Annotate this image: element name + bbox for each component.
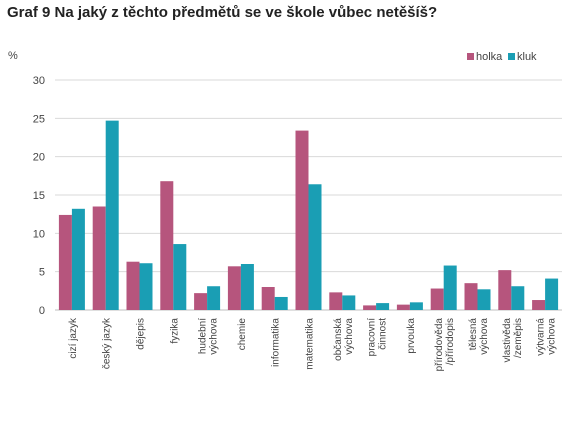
bar-holka xyxy=(92,206,106,310)
x-tick-label-line: fyzika xyxy=(169,318,180,344)
chart-title: Graf 9 Na jaký z těchto předmětů se ve š… xyxy=(7,4,438,21)
legend: holka kluk xyxy=(467,51,537,63)
y-axis-label: % xyxy=(8,50,18,62)
bar-kluk xyxy=(376,303,390,310)
legend-label-holka: holka xyxy=(476,51,503,63)
bar-holka xyxy=(532,300,546,310)
bar-kluk xyxy=(105,120,119,310)
x-tick-label: informatika xyxy=(271,318,282,367)
y-axis-ticks: 0 5 10 15 20 25 30 xyxy=(33,75,45,317)
x-tick-label-line: pracovní xyxy=(367,318,378,357)
x-tick-label-line: prvouka xyxy=(406,318,417,354)
x-tick-label-line: tělesná xyxy=(468,318,479,351)
x-tick-label: prvouka xyxy=(406,318,417,354)
x-tick-label-line: informatika xyxy=(271,318,282,367)
bar-holka xyxy=(295,130,309,310)
x-tick-label-line: výchova xyxy=(344,318,355,355)
x-tick-label: tělesná výchova xyxy=(468,318,490,355)
y-tick-label: 0 xyxy=(39,305,45,317)
bar-holka xyxy=(396,304,410,310)
x-tick-label: pracovní činnost xyxy=(367,318,389,357)
y-tick-label: 5 xyxy=(39,267,45,279)
x-tick-label: matematika xyxy=(305,318,316,370)
bar-holka xyxy=(363,305,377,310)
y-tick-label: 25 xyxy=(33,113,45,125)
x-tick-label-line: dějepis xyxy=(136,318,147,350)
x-tick-label-line: matematika xyxy=(305,318,316,370)
bar-holka xyxy=(58,214,72,310)
bar-kluk xyxy=(409,302,423,310)
bar-holka xyxy=(329,292,343,310)
x-tick-label: dějepis xyxy=(136,318,147,350)
bar-kluk xyxy=(173,244,187,310)
x-tick-label: fyzika xyxy=(169,318,180,344)
x-tick-label-line: výchova xyxy=(547,318,558,355)
x-tick-label-line: /přírodopis xyxy=(445,318,456,365)
x-tick-label-line: /zeměpis xyxy=(513,318,524,358)
bar-kluk xyxy=(511,286,525,310)
x-tick-label-line: výchova xyxy=(209,318,220,355)
bar-kluk xyxy=(443,265,457,310)
x-tick-label-line: přírodověda xyxy=(434,318,445,372)
x-tick-label: vlastivěda/zeměpis xyxy=(502,318,524,363)
bar-kluk xyxy=(308,184,322,310)
legend-label-kluk: kluk xyxy=(517,51,537,63)
bar-holka xyxy=(498,270,512,310)
x-tick-label-line: občanská xyxy=(333,318,344,361)
bar-kluk xyxy=(207,286,221,310)
x-tick-label: výtvarná výchova xyxy=(536,318,558,356)
bar-holka xyxy=(261,287,275,310)
x-tick-label: přírodověda/přírodopis xyxy=(434,318,456,372)
bar-holka xyxy=(464,283,478,310)
bar-kluk xyxy=(545,278,559,310)
x-tick-label: hudební výchova xyxy=(198,318,220,355)
legend-swatch-holka xyxy=(467,53,474,60)
x-tick-label-line: hudební xyxy=(198,318,209,354)
bar-kluk xyxy=(240,264,254,310)
y-tick-label: 10 xyxy=(33,228,45,240)
bar-holka xyxy=(160,181,174,310)
x-tick-label: cizí jazyk xyxy=(68,317,79,359)
x-axis-labels: cizí jazyk český jazyk dějepis fyzika hudebn… xyxy=(68,317,558,371)
y-tick-label: 20 xyxy=(33,152,45,164)
x-tick-label: český jazyk xyxy=(102,317,113,369)
bar-holka xyxy=(194,293,208,310)
bar-kluk xyxy=(139,263,153,310)
x-tick-label-line: vlastivěda xyxy=(502,318,513,363)
y-tick-label: 30 xyxy=(33,75,45,87)
x-tick-label-line: výchova xyxy=(479,318,490,355)
x-tick-label-line: činnost xyxy=(378,318,389,350)
x-tick-label-line: chemie xyxy=(237,318,248,351)
x-tick-label-line: český jazyk xyxy=(102,317,113,369)
bar-holka xyxy=(227,266,241,310)
x-tick-label-line: výtvarná xyxy=(536,318,547,356)
x-tick-label: občanská výchova xyxy=(333,318,355,361)
bars xyxy=(58,120,559,310)
bar-kluk xyxy=(274,296,288,310)
bar-holka xyxy=(430,288,444,310)
x-tick-label-line: cizí jazyk xyxy=(68,317,79,359)
bar-kluk xyxy=(477,289,491,310)
bar-kluk xyxy=(71,208,85,310)
legend-swatch-kluk xyxy=(508,53,515,60)
y-tick-label: 15 xyxy=(33,190,45,202)
bar-kluk xyxy=(342,295,356,310)
bar-holka xyxy=(126,261,140,310)
x-tick-label: chemie xyxy=(237,318,248,351)
